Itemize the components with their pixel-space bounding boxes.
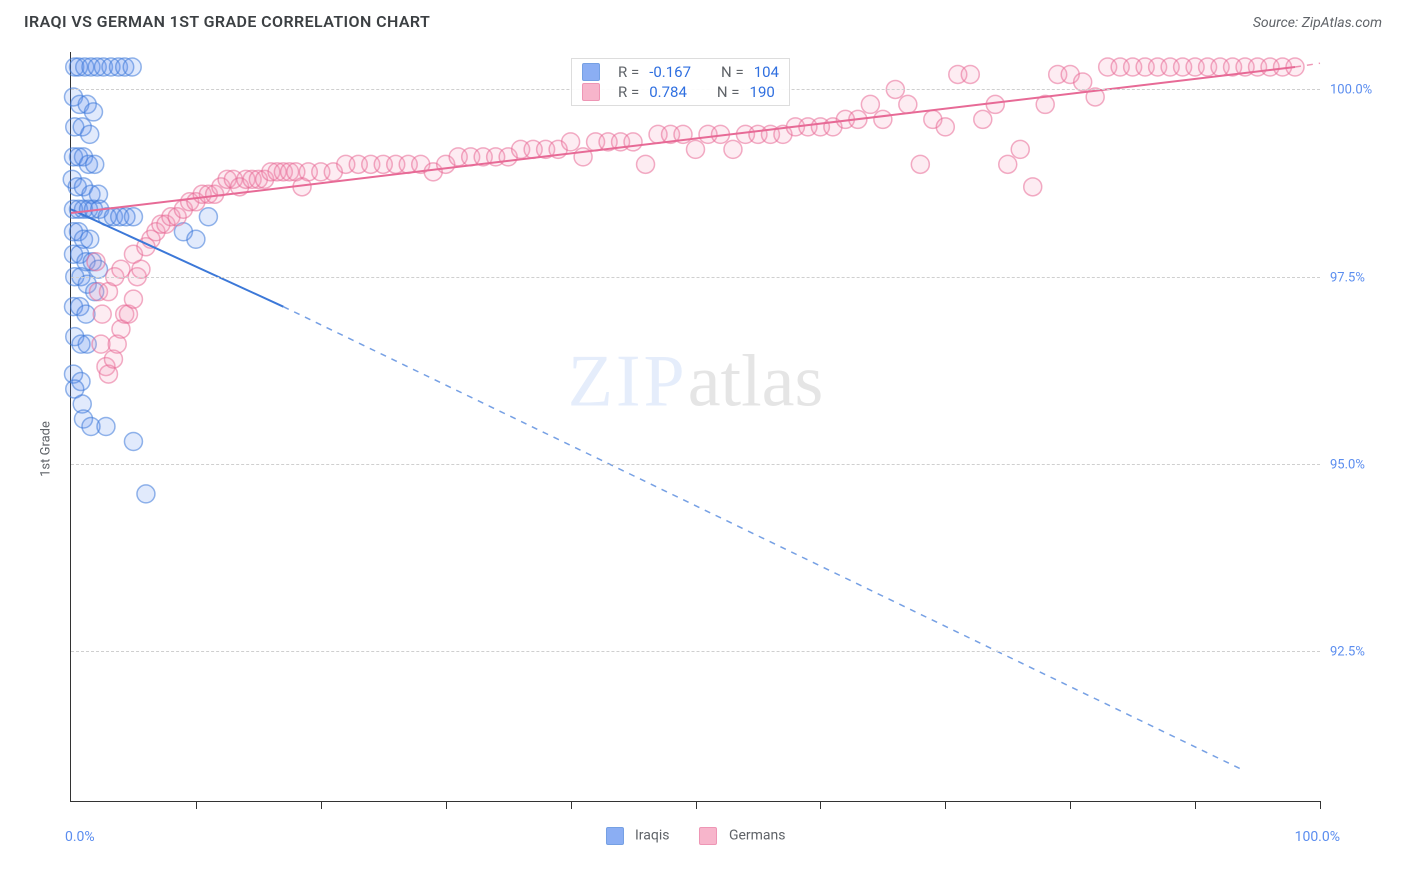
r-value-germans: 0.784	[649, 83, 687, 101]
n-label: N =	[717, 83, 740, 101]
n-value-germans: 190	[750, 83, 775, 101]
swatch-germans	[582, 83, 600, 101]
y-tick-label: 95.0%	[1320, 457, 1365, 472]
x-axis-max-label: 100.0%	[1295, 829, 1340, 845]
legend-label-germans: Germans	[729, 828, 786, 844]
scatter-plot: ZIPatlas R = -0.167 N = 104 R = 0.784 N …	[70, 52, 1320, 802]
r-value-iraqis: -0.167	[649, 63, 691, 81]
y-tick-label: 100.0%	[1320, 83, 1372, 98]
chart-svg	[71, 52, 1320, 801]
legend-row-iraqis: R = -0.167 N = 104	[582, 63, 779, 81]
chart-area: 1st Grade ZIPatlas R = -0.167 N = 104 R …	[24, 46, 1390, 852]
chart-header: IRAQI VS GERMAN 1ST GRADE CORRELATION CH…	[0, 0, 1406, 41]
legend-label-iraqis: Iraqis	[635, 828, 669, 844]
chart-source: Source: ZipAtlas.com	[1253, 15, 1382, 31]
n-value-iraqis: 104	[754, 63, 779, 81]
legend-item-iraqis: Iraqis	[605, 827, 669, 845]
r-label: R =	[618, 83, 639, 101]
y-tick-label: 97.5%	[1320, 270, 1365, 285]
swatch-icon	[699, 827, 717, 845]
swatch-iraqis	[582, 63, 600, 81]
chart-title: IRAQI VS GERMAN 1ST GRADE CORRELATION CH…	[24, 12, 430, 31]
legend-row-germans: R = 0.784 N = 190	[582, 83, 779, 101]
swatch-icon	[605, 827, 623, 845]
y-axis-label: 1st Grade	[38, 421, 53, 477]
legend-stats-box: R = -0.167 N = 104 R = 0.784 N = 190	[571, 58, 790, 106]
x-axis-min-label: 0.0%	[65, 829, 95, 845]
legend-bottom: Iraqis Germans	[605, 827, 785, 845]
y-tick-label: 92.5%	[1320, 645, 1365, 660]
legend-item-germans: Germans	[699, 827, 785, 845]
r-label: R =	[618, 63, 639, 81]
n-label: N =	[721, 63, 744, 81]
